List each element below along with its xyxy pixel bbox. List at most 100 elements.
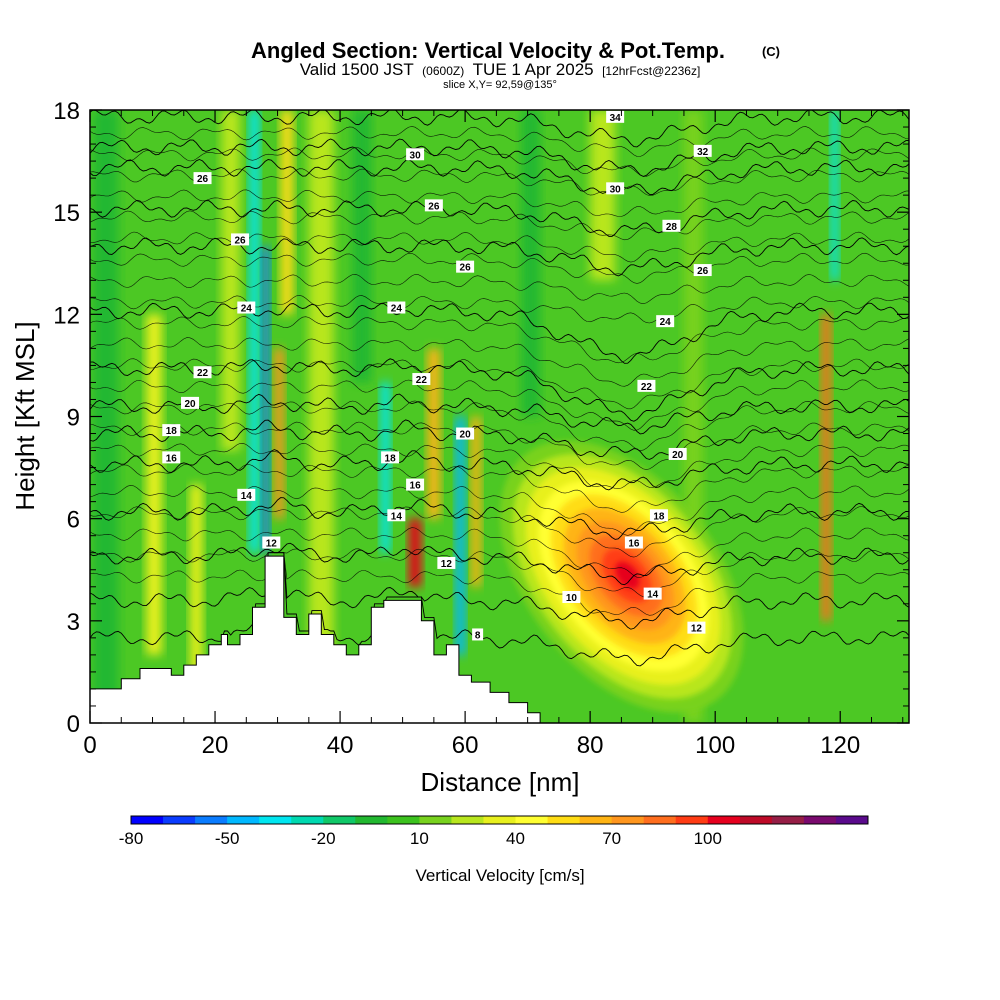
theta-contour-30 [90,159,909,195]
contour-label-text: 30 [410,150,422,161]
contour-label-box [181,396,200,409]
contour-label-box [162,451,181,464]
contour-label-box [643,587,662,600]
contour-label: 20 [668,447,687,461]
w-band-8 [280,110,294,315]
contour-label: 24 [387,301,406,315]
contour-label-text: 14 [241,491,253,502]
theta-contour-minor [90,421,909,470]
contour-label-box [387,301,406,314]
contour-label-box [456,427,475,440]
theta-contour-minor [90,506,909,558]
contour-label-text: 14 [647,590,659,601]
theta-contour-minor [90,442,909,490]
theta-contour-10 [90,552,909,630]
colorbar-tick-label: 40 [506,829,525,848]
contour-label: 30 [606,182,625,195]
contour-label-box [693,264,712,277]
contour-label-text: 12 [691,624,703,635]
theta-contour-minor [90,316,909,364]
slice-info: slice X,Y= 92,59@135° [443,79,557,91]
theta-contour-14 [90,497,909,540]
contour-label-text: 26 [697,266,709,277]
contour-label: 24 [237,301,256,315]
colorbar-swatch [643,816,677,824]
contour-label-box [406,478,425,491]
theta-contour-24 [90,302,909,364]
w-band-4 [221,110,241,451]
theta-contour-34 [90,110,909,148]
contour-label-box [193,172,212,185]
contour-label-text: 8 [475,630,481,641]
contour-label: 26 [693,264,712,277]
colorbar-swatch [707,816,741,824]
contour-label-text: 26 [197,174,209,185]
theta-contour-20 [90,393,909,435]
contour-label: 18 [162,424,181,437]
terrain [90,555,909,723]
w-band-16 [521,110,541,417]
colorbar-swatch [163,816,196,824]
colorbar-swatch [675,816,709,824]
colorbar-label: Vertical Velocity [cm/s] [415,866,584,885]
chart-title: Angled Section: Vertical Velocity & Pot.… [251,38,725,63]
colorbar-swatch [835,816,869,824]
colorbar-swatch [355,816,388,824]
colorbar: -80 -50 -20 10 40 70 100 [119,815,869,848]
colorbar-swatch [803,816,837,824]
contour-label-box [412,373,431,386]
theta-contour-minor [90,231,909,263]
contour-label: 30 [406,148,425,161]
contour-label-text: 24 [241,304,253,315]
chart-subtitle: Valid 1500 JST (0600Z) TUE 1 Apr 2025 [1… [300,60,701,79]
colorbar-swatch [291,816,324,824]
w-band-19 [821,314,831,621]
updraft-level-105 [615,561,640,589]
contour-label-text: 12 [266,539,278,550]
contour-label-text: 30 [610,184,622,195]
colorbar-swatch [195,816,228,824]
colorbar-tick-label: 70 [602,829,621,848]
contour-label-text: 32 [697,147,709,158]
y-tick-label: 3 [67,609,80,636]
subtitle-valid: Valid 1500 JST [300,60,414,79]
contour-labels: 16 18 20 22 24 26 26 14 12 24 22 30 26 26 18 16 14 20 12 8 1… [162,110,712,641]
theta-contour-minor [90,337,909,387]
w-band-14 [455,416,466,655]
contour-label: 20 [456,427,475,441]
contour-label-text: 16 [628,539,640,550]
w-band-5 [249,110,260,553]
colorbar-swatch [547,816,581,824]
theta-contour-minor [90,126,909,157]
y-tick-label: 6 [67,507,80,534]
colorbar-frame [130,815,869,825]
colorbar-tick-label: 10 [410,829,429,848]
contour-label: 22 [193,366,212,379]
y-tick-label: 15 [53,200,80,227]
contour-label-box [656,315,675,328]
theta-contour-minor [90,252,909,284]
contour-label: 28 [662,219,681,233]
x-tick-label: 120 [820,732,860,759]
contour-label-text: 20 [184,399,196,410]
contour-label: 16 [162,451,181,464]
contour-label-text: 22 [197,368,209,379]
x-tick-label: 20 [202,732,229,759]
contour-label-box [381,451,400,464]
colorbar-swatch [259,816,292,824]
theta-contour-26 [90,237,909,277]
theta-contour-minor [90,548,909,598]
colorbar-swatch [323,816,356,824]
contour-label: 8 [472,628,484,641]
contour-label-box [406,148,425,161]
colorbar-tick-label: -50 [215,829,240,848]
contour-label: 24 [656,315,675,328]
theta-contour-minor [90,527,909,578]
contour-label: 12 [262,536,281,550]
contour-label-box [687,621,706,634]
w-band-17 [590,110,616,281]
contour-label-box [231,233,250,246]
y-tick-label: 12 [53,302,80,329]
potential-temperature-contours [90,110,909,667]
contour-label-text: 28 [666,222,678,233]
